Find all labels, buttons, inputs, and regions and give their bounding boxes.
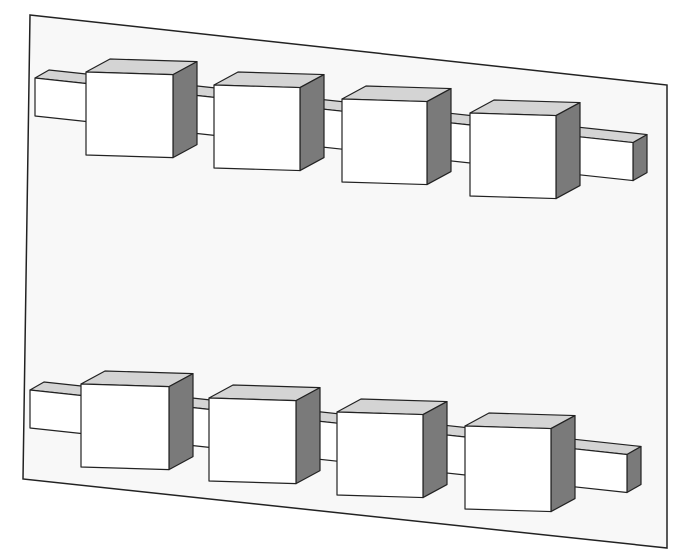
top-row-connector-5-side-face (632, 133, 648, 182)
bottom-row-box-3-side-face (422, 400, 448, 499)
bottom-row-box-4 (464, 412, 576, 513)
bottom-row-box-2 (208, 384, 321, 485)
top-row-box-4-side-face (555, 101, 581, 200)
bottom-row-connector-1-front-face (29, 389, 88, 435)
top-row-box-2-side-face (299, 73, 325, 172)
blocks-layer (29, 58, 648, 513)
top-row-box-3-side-face (426, 87, 452, 186)
bottom-row-box-3-front-face (336, 411, 424, 499)
top-row-box-1-side-face (172, 61, 198, 159)
top-row-box-3-front-face (341, 98, 428, 186)
top-row-box-4-front-face (469, 112, 557, 200)
top-row-box-2 (213, 71, 325, 172)
bottom-row-box-2-front-face (208, 397, 297, 485)
bottom-row-box-3 (336, 398, 448, 499)
bottom-row-box-4-front-face (464, 425, 552, 513)
top-row-box-3 (341, 85, 452, 186)
bottom-row-box-1 (80, 370, 194, 471)
bottom-row-connector-5-side-face (626, 445, 642, 494)
bottom-row-box-1-front-face (80, 383, 170, 471)
top-row-box-1-front-face (85, 71, 174, 159)
top-row-box-4 (469, 99, 581, 200)
top-row-box-1 (85, 58, 198, 159)
top-row-connector-1-front-face (34, 77, 93, 123)
top-row-box-2-front-face (213, 84, 301, 172)
bottom-row-box-1-side-face (168, 373, 194, 471)
bottom-row-box-4-side-face (550, 414, 576, 513)
bottom-row-box-2-side-face (295, 387, 321, 485)
